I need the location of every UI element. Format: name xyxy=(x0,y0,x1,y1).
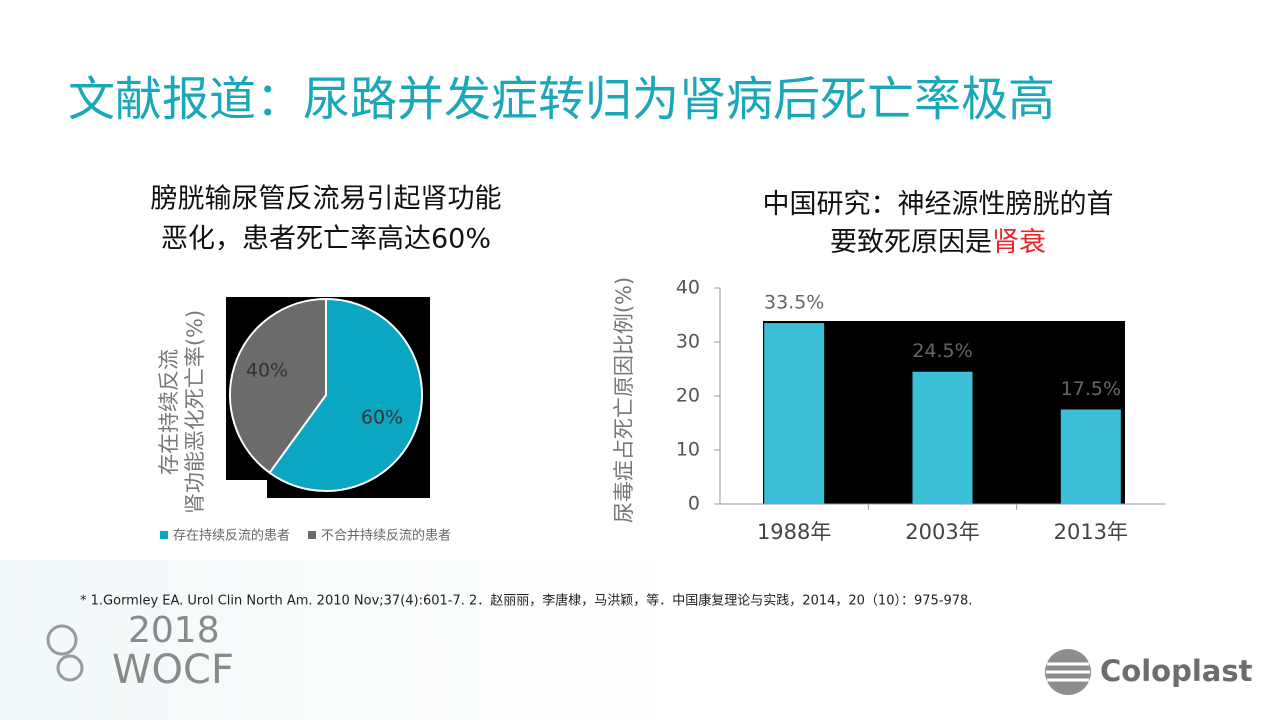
footnote: * 1.Gormley EA. Urol Clin North Am. 2010… xyxy=(80,593,972,609)
chart-title: 中国研究：神经源性膀胱的首 xyxy=(763,189,1114,220)
logo-icon xyxy=(56,654,84,682)
data-label: 17.5% xyxy=(1061,378,1121,400)
logo-company: Coloplast xyxy=(1100,654,1253,688)
title-segment: 要致死原因是 xyxy=(830,227,992,258)
data-label: 33.5% xyxy=(764,292,824,314)
y-tick-label: 20 xyxy=(676,385,700,407)
data-label: 60% xyxy=(361,407,403,429)
bar xyxy=(912,371,973,504)
x-tick-label: 1988年 xyxy=(757,520,831,544)
wocf-logo: 2018 WOCF xyxy=(46,610,234,693)
bar xyxy=(1060,409,1121,504)
logo-icon xyxy=(1046,662,1090,682)
title-segment: 中国研究：神经源性膀胱的首 xyxy=(763,189,1114,220)
background-wash xyxy=(0,560,700,720)
logo-year: 2018 xyxy=(128,610,220,651)
coloplast-logo: Coloplast xyxy=(1045,649,1253,695)
y-tick-label: 40 xyxy=(676,277,700,299)
y-axis-label: 存在持续反流 xyxy=(157,349,181,475)
chart-title: 膀胱输尿管反流易引起肾功能 xyxy=(151,184,502,215)
chart-title: 恶化，患者死亡率高达60% xyxy=(161,224,491,255)
y-tick-label: 10 xyxy=(676,439,700,461)
x-tick-label: 2003年 xyxy=(905,520,979,544)
logo-event: WOCF xyxy=(112,647,234,693)
legend-swatch xyxy=(160,531,168,539)
y-tick-label: 30 xyxy=(676,331,700,353)
legend-label: 存在持续反流的患者 xyxy=(173,528,290,544)
y-axis-label: 肾功能恶化死亡率(%) xyxy=(183,310,207,514)
logo-icon xyxy=(46,624,78,656)
pie-slice xyxy=(229,297,327,475)
title-segment: 肾衰 xyxy=(992,227,1046,258)
y-axis-label: 尿毒症占死亡原因比例(%) xyxy=(612,277,636,523)
legend-label: 不合并持续反流的患者 xyxy=(321,528,451,544)
data-label: 24.5% xyxy=(912,340,972,362)
x-tick-label: 2013年 xyxy=(1054,520,1128,544)
y-tick-label: 0 xyxy=(688,493,700,515)
chart-title: 要致死原因是肾衰 xyxy=(830,227,1046,258)
legend-swatch xyxy=(308,531,317,539)
data-label: 40% xyxy=(246,360,288,382)
slide-title: 文献报道：尿路并发症转归为肾病后死亡率极高 xyxy=(68,73,1055,128)
pie-slice xyxy=(268,297,423,492)
bar xyxy=(764,323,825,504)
